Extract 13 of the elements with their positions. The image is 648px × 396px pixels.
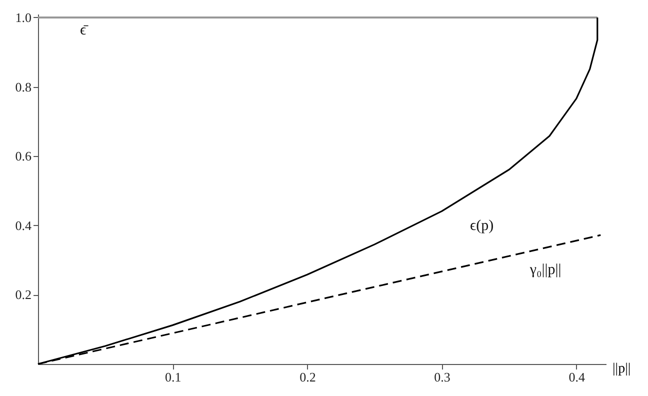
series-label: γ₀||p|| xyxy=(528,262,562,278)
x-tick-label: 0.4 xyxy=(568,370,586,384)
series-label: ϵ(p) xyxy=(470,218,494,234)
y-tick-label: 0.8 xyxy=(15,79,32,94)
y-tick-label: 0.6 xyxy=(15,148,32,164)
x-tick-label: 0.2 xyxy=(300,370,316,384)
y-tick-label: 1.0 xyxy=(15,10,32,25)
x-tick-label: 0.3 xyxy=(434,370,450,384)
series-label: ϵ̄ xyxy=(80,22,90,38)
x-axis-title: ||p|| xyxy=(612,362,631,376)
y-tick-label: 0.4 xyxy=(15,218,32,233)
y-tick-label: 0.2 xyxy=(15,287,32,302)
x-tick-label: 0.1 xyxy=(164,370,182,384)
